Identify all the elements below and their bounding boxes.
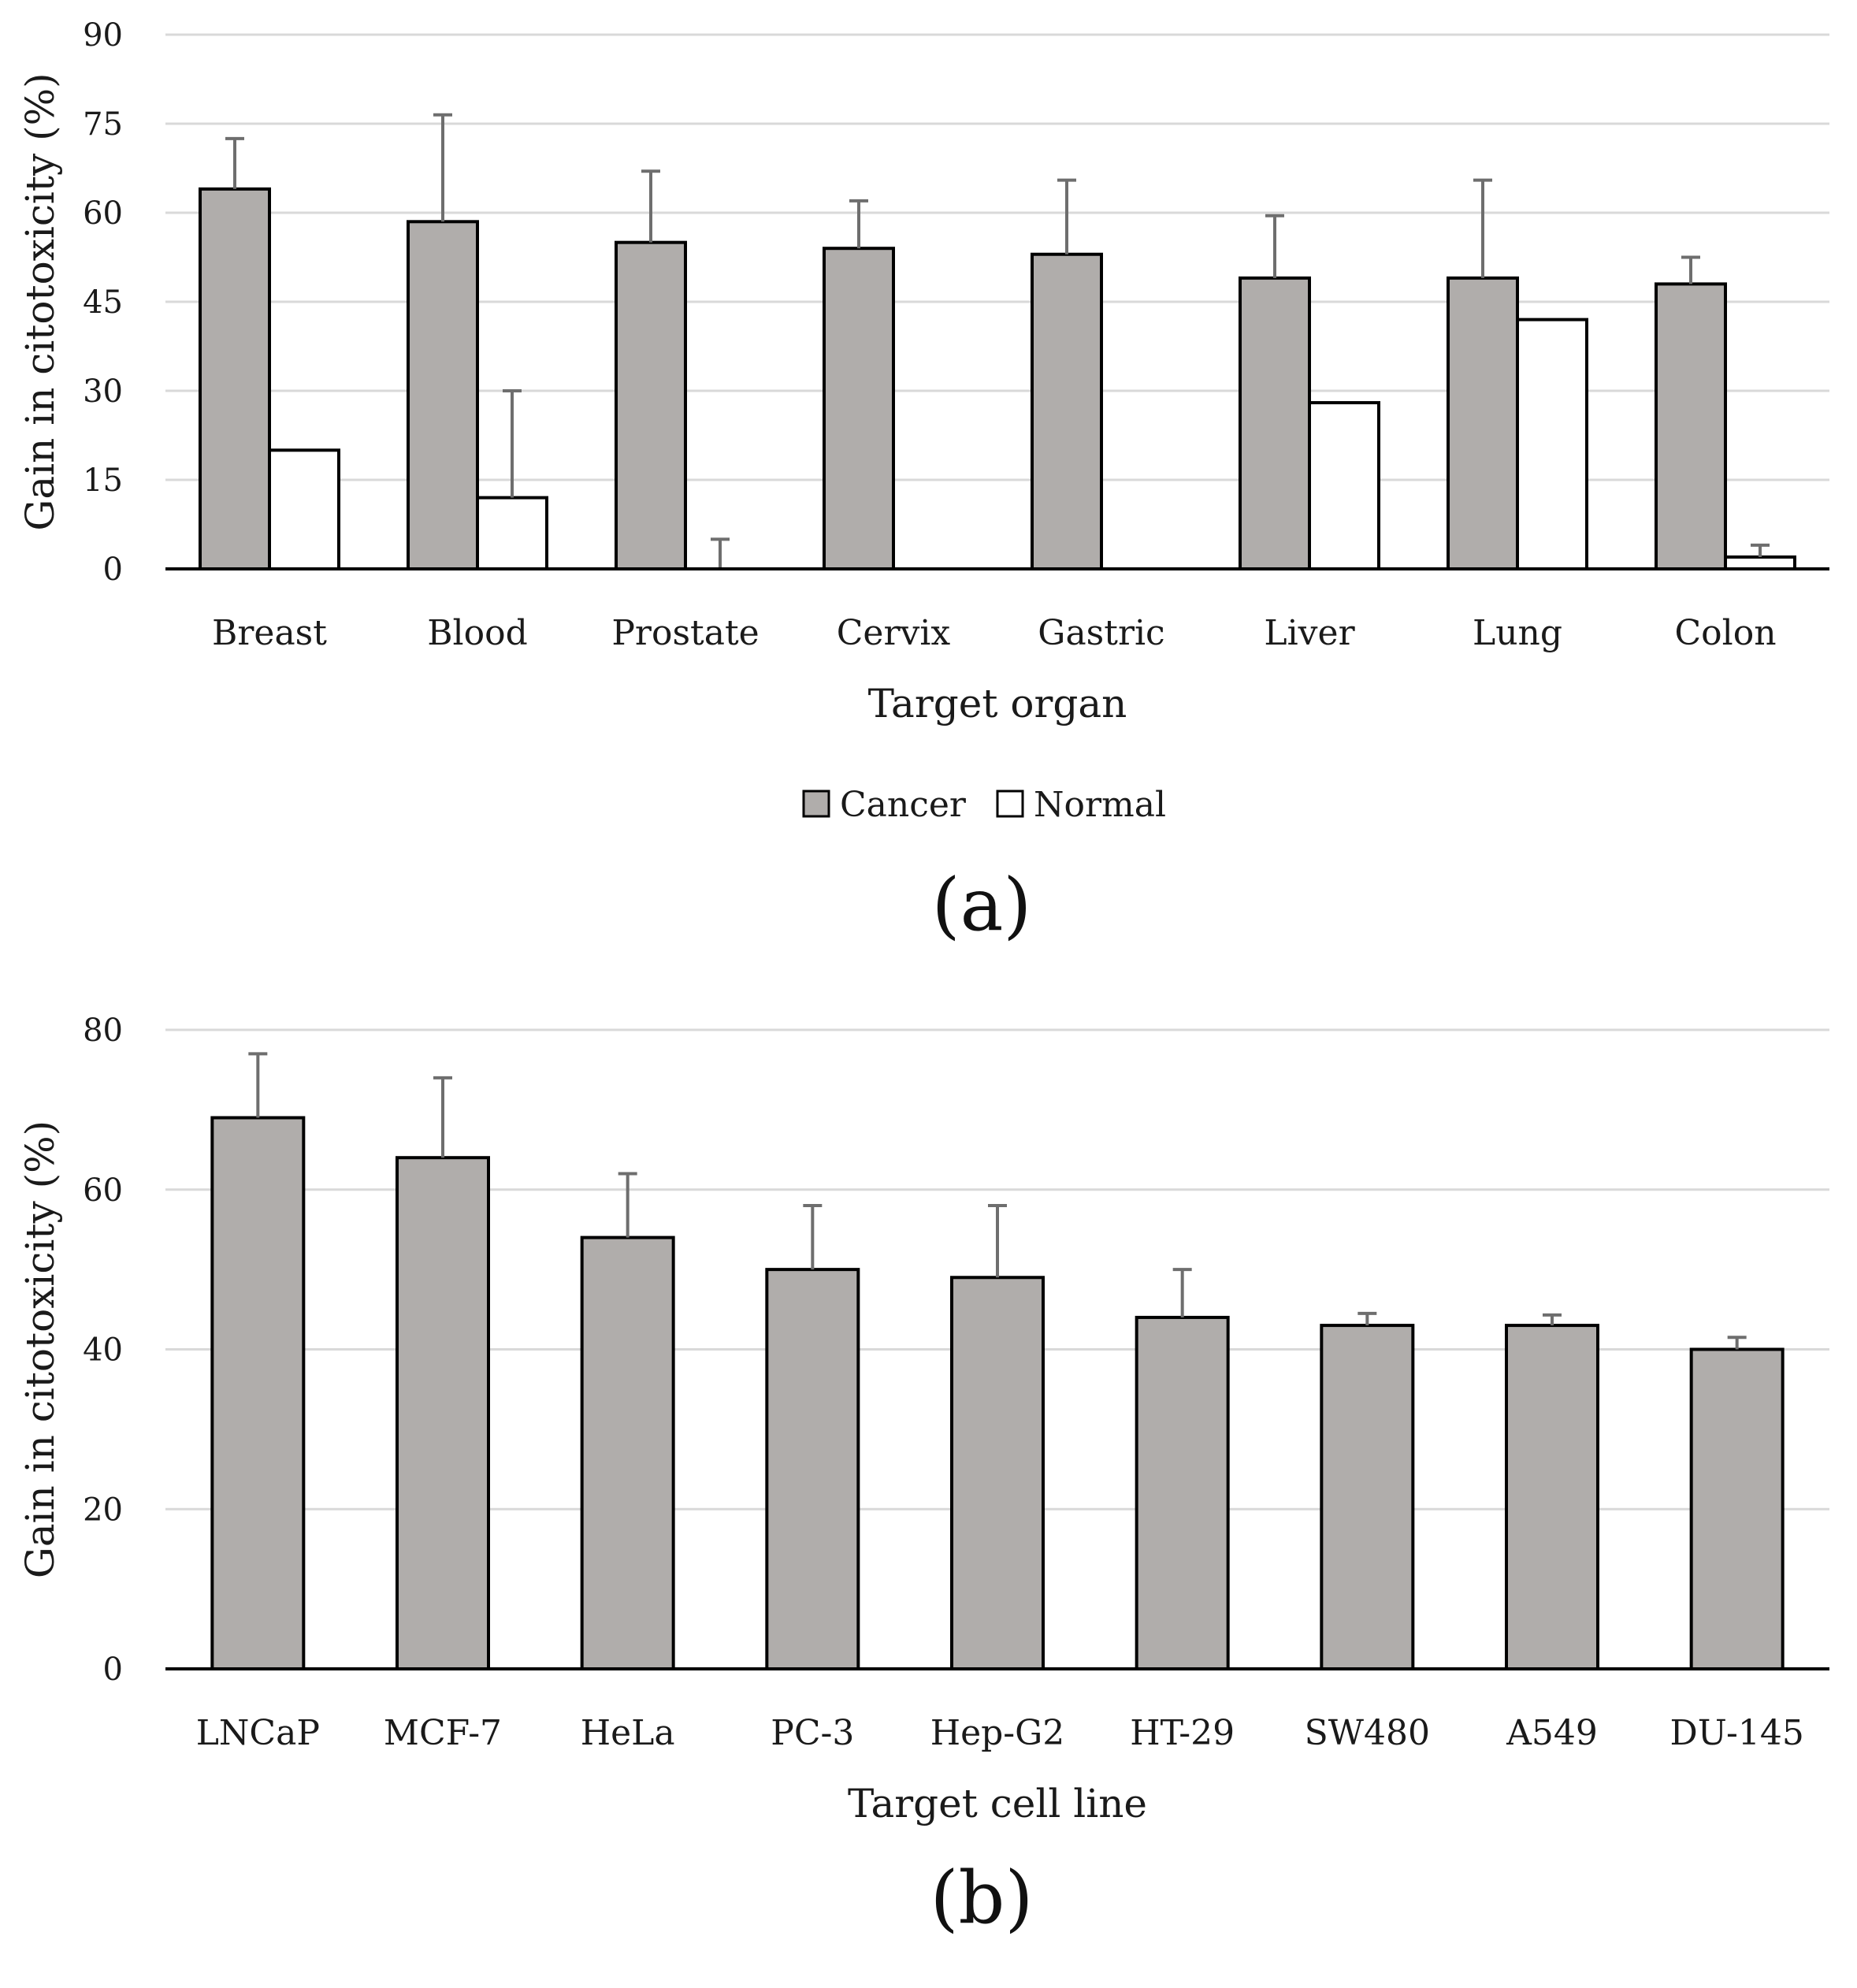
category-label: MCF-7 (384, 1713, 502, 1753)
y-tick-label: 45 (83, 284, 123, 321)
bar-normal-blood (476, 496, 548, 570)
category-label: Cervix (837, 613, 951, 653)
category-label: Hep-G2 (930, 1713, 1065, 1753)
bar-cancer-colon (1655, 282, 1727, 570)
chart-b-error-bars (248, 1052, 1747, 1350)
y-tick-label: 60 (83, 195, 123, 232)
category-label: HeLa (581, 1713, 675, 1753)
category-label: SW480 (1305, 1713, 1430, 1753)
chart-b-y-ticks: 0 20 40 60 80 (83, 1013, 123, 1688)
legend-normal-swatch (996, 790, 1024, 818)
chart-a-bars (199, 187, 1796, 571)
y-tick-label: 0 (103, 552, 123, 588)
bar-cancer-breast (199, 187, 271, 570)
chart-a-category-labels: Breast Blood Prostate Cervix Gastric Liver Lun… (212, 613, 1776, 653)
chart-a-y-ticks: 0 15 30 45 60 75 90 (83, 17, 123, 588)
chart-b-x-axis-label: Target cell line (848, 1781, 1147, 1826)
bar-cancer-lung (1447, 276, 1519, 570)
bar-cancer-cervix (823, 247, 895, 570)
y-tick-label: 20 (83, 1492, 123, 1528)
category-label: Lung (1473, 613, 1562, 653)
bar-cancer-hep-g2 (950, 1276, 1045, 1670)
legend-cancer-label: Cancer (840, 785, 967, 825)
category-label: Breast (212, 613, 327, 653)
legend-cancer-swatch (802, 790, 830, 818)
bar-cancer-lncap (210, 1116, 306, 1670)
category-label: Liver (1264, 613, 1355, 653)
bar-normal-breast (268, 448, 340, 570)
bar-normal-lung (1516, 318, 1588, 570)
category-label: Blood (427, 613, 528, 653)
category-label: LNCaP (196, 1713, 320, 1753)
bar-cancer-prostate (615, 240, 687, 570)
bar-cancer-sw480 (1320, 1324, 1415, 1671)
bar-cancer-hela (580, 1236, 675, 1670)
category-label: DU-145 (1669, 1713, 1803, 1753)
chart-a-x-axis-label: Target organ (868, 681, 1127, 726)
chart-b-bars (210, 1116, 1785, 1671)
chart-b-y-axis-label: Gain in citotoxicity (%) (17, 1120, 63, 1578)
y-tick-label: 40 (83, 1332, 123, 1369)
chart-b-category-labels: LNCaP MCF-7 HeLa PC-3 Hep-G2 HT-29 SW480 A549 DU… (196, 1713, 1804, 1753)
y-tick-label: 0 (103, 1652, 123, 1688)
bar-normal-liver (1308, 401, 1380, 571)
y-tick-label: 60 (83, 1172, 123, 1209)
bar-cancer-blood (407, 220, 479, 570)
y-tick-label: 15 (83, 463, 123, 499)
chart-a: 0 15 30 45 60 75 90 Breast Blood Prostate Cervix G… (17, 17, 1829, 947)
y-tick-label: 90 (83, 17, 123, 54)
bar-cancer-pc-3 (765, 1268, 860, 1670)
bar-cancer-du-145 (1689, 1347, 1785, 1670)
chart-b: 0 20 40 60 80 LNCaP MCF-7 HeLa PC-3 Hep-G2 HT-29 S… (17, 1013, 1829, 1940)
category-label: Prostate (611, 613, 759, 653)
y-tick-label: 30 (83, 373, 123, 410)
category-label: A549 (1506, 1713, 1598, 1753)
category-label: Colon (1674, 613, 1776, 653)
bar-cancer-a549 (1505, 1324, 1599, 1671)
legend-normal-label: Normal (1034, 785, 1166, 825)
category-label: PC-3 (771, 1713, 854, 1753)
bar-cancer-liver (1239, 276, 1311, 570)
panel-label-b: (b) (930, 1856, 1034, 1940)
chart-a-error-bars (225, 113, 1770, 569)
bar-cancer-gastric (1031, 252, 1103, 570)
category-label: Gastric (1038, 613, 1164, 653)
bar-normal-colon (1724, 555, 1796, 571)
chart-a-legend: Cancer Normal (802, 785, 1166, 825)
category-label: HT-29 (1130, 1713, 1235, 1753)
y-tick-label: 80 (83, 1013, 123, 1049)
panel-label-a: (a) (932, 863, 1032, 947)
chart-a-y-axis-label: Gain in citotoxicity (%) (17, 72, 63, 530)
bar-cancer-mcf-7 (396, 1156, 490, 1670)
bar-cancer-ht-29 (1135, 1315, 1230, 1670)
y-tick-label: 75 (83, 106, 123, 143)
